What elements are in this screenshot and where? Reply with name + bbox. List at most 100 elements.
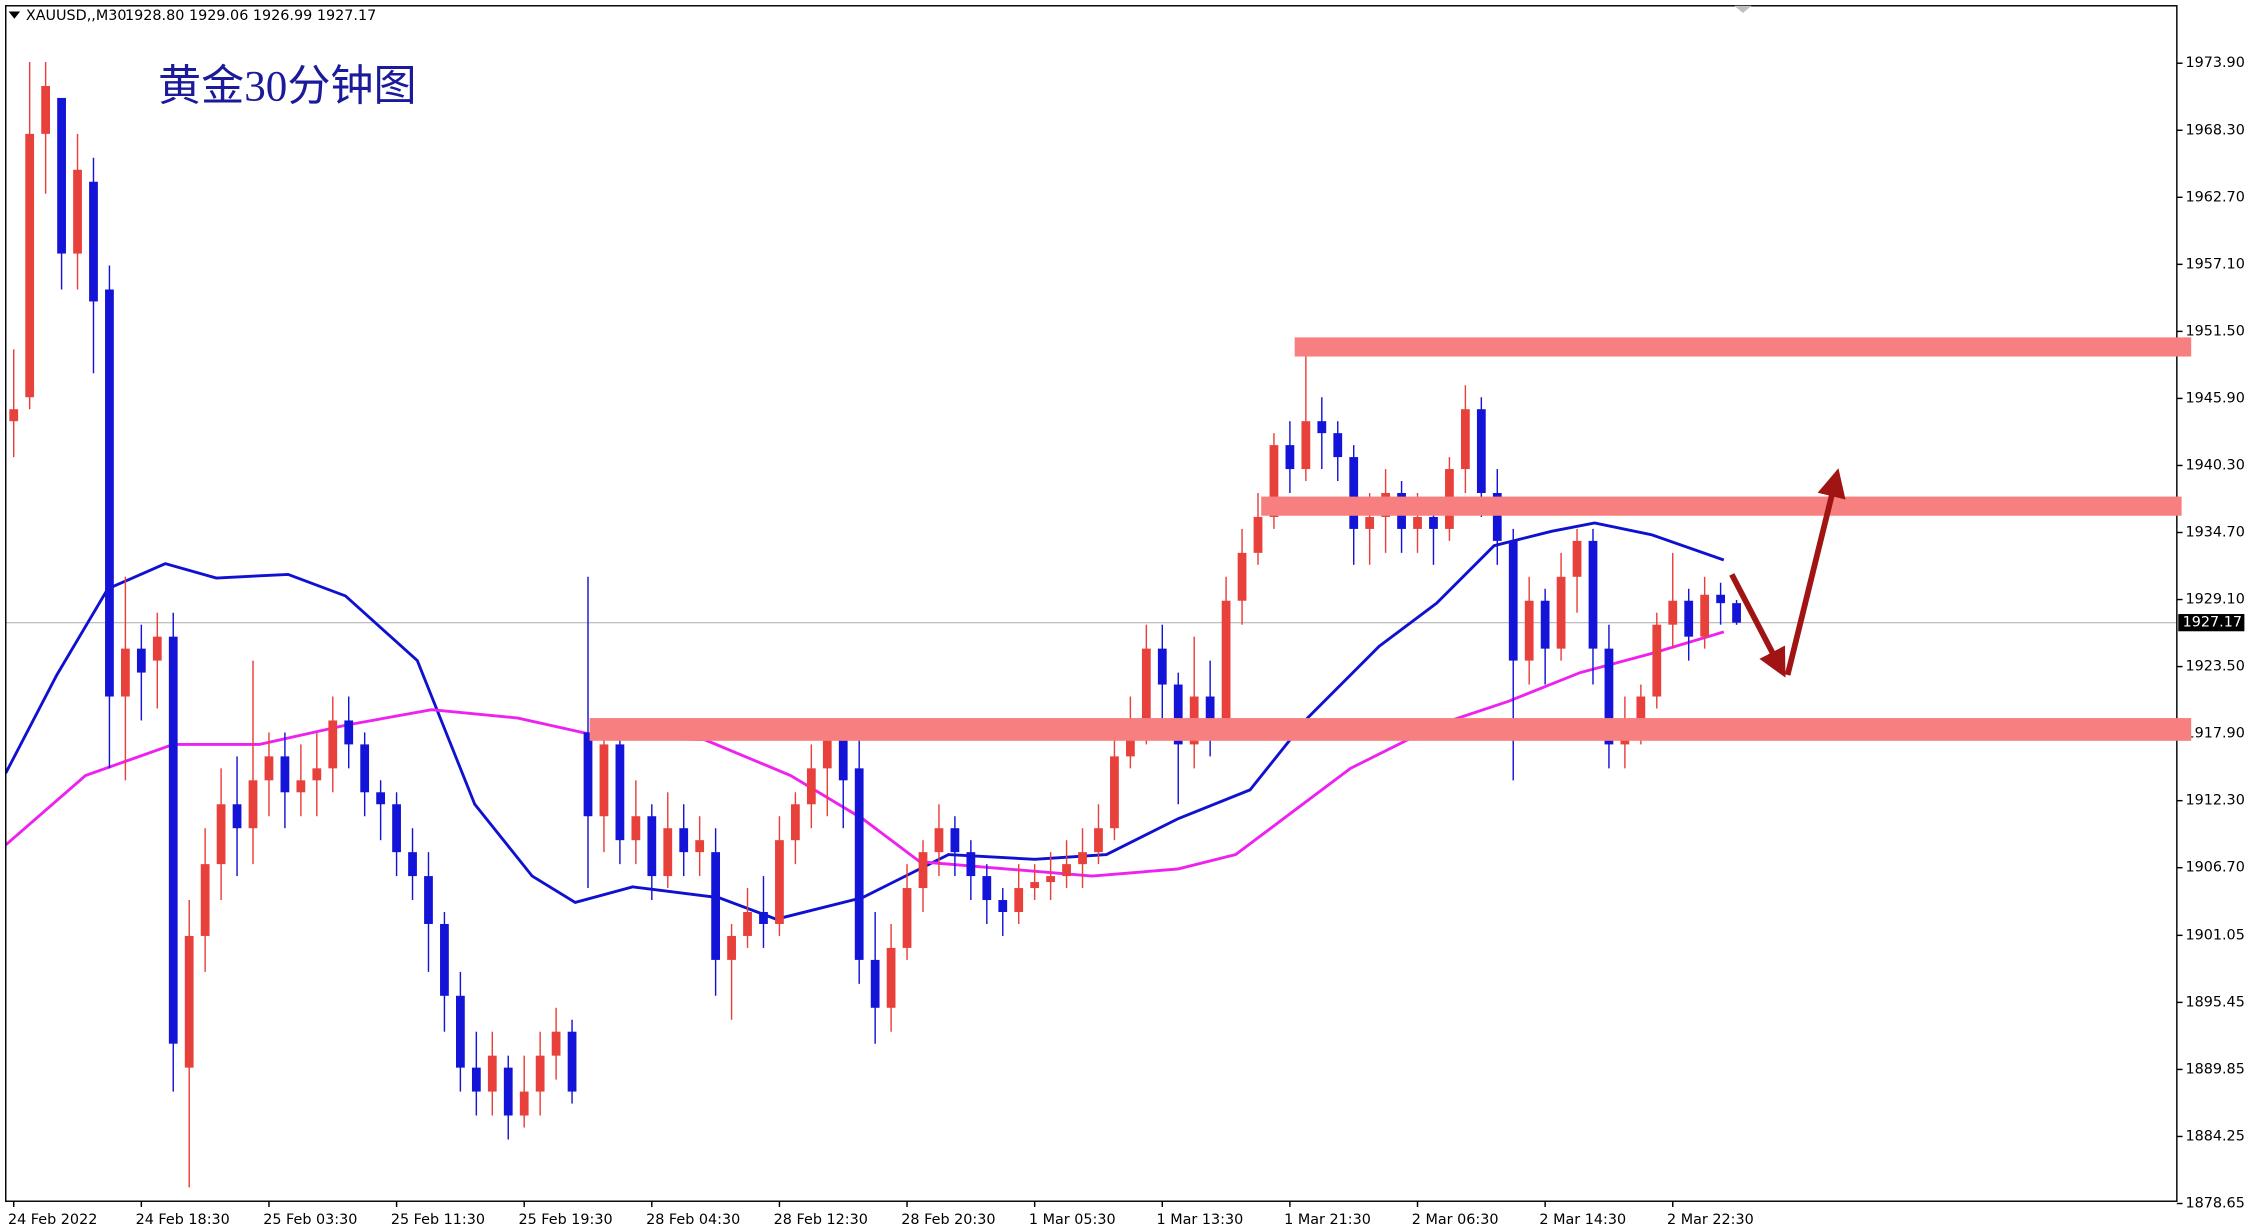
candle-body: [1110, 756, 1119, 829]
candle-body: [1524, 600, 1534, 661]
arrow: [1784, 468, 1846, 676]
candle-body: [1253, 516, 1263, 553]
candle-body: [1700, 594, 1710, 637]
y-tick-label: 1945.90: [2185, 390, 2244, 406]
candle-body: [41, 85, 51, 134]
menu-triangle[interactable]: [8, 11, 21, 19]
chart-title: 黄金30分钟图: [158, 62, 417, 110]
candle-body: [360, 744, 370, 793]
candle-body: [312, 768, 322, 781]
candle-body: [1604, 648, 1614, 745]
candle-body: [344, 720, 354, 745]
candle-body: [1173, 684, 1183, 745]
candle-body: [1684, 600, 1694, 637]
candle-body: [918, 852, 928, 889]
candle-body: [471, 1067, 481, 1092]
x-tick-label: 24 Feb 2022: [8, 1212, 97, 1228]
candle-body: [296, 780, 306, 793]
candle-body: [998, 900, 1008, 913]
x-tick-label: 25 Feb 11:30: [391, 1212, 485, 1228]
y-tick-label: 1912.30: [2185, 793, 2244, 809]
candle-body: [184, 935, 194, 1068]
candle-body: [1652, 624, 1662, 697]
candle-body: [1030, 882, 1040, 889]
candle-body: [583, 732, 593, 817]
candle-body: [519, 1091, 529, 1116]
candle-body: [152, 636, 162, 661]
candle-body: [9, 409, 19, 422]
candle-body: [216, 804, 226, 865]
candle-body: [838, 732, 848, 781]
candle-body: [1333, 433, 1343, 458]
candle-body: [1269, 445, 1279, 517]
y-tick-label: 1917.90: [2185, 726, 2244, 742]
x-tick-label: 1 Mar 05:30: [1029, 1212, 1116, 1228]
y-tick-label: 1884.25: [2185, 1128, 2244, 1144]
candle-body: [822, 732, 832, 769]
shift-marker[interactable]: [1734, 5, 1752, 13]
y-tick-label: 1889.85: [2185, 1061, 2244, 1077]
candle-body: [679, 828, 689, 853]
candle-body: [1046, 876, 1056, 883]
candle-body: [440, 923, 449, 996]
zone: [589, 718, 2192, 741]
y-tick-label: 1923.50: [2185, 659, 2244, 675]
candle-body: [1221, 600, 1231, 721]
candle-body: [136, 648, 146, 673]
candle-body: [1317, 421, 1327, 434]
quote: 1928.80 1929.06 1926.99 1927.17: [125, 8, 376, 24]
y-tick-label: 1940.30: [2185, 457, 2244, 473]
candle-body: [248, 780, 258, 829]
candle-body: [57, 97, 66, 254]
y-tick-label: 1951.50: [2185, 323, 2244, 339]
candle-body: [1716, 594, 1725, 604]
candle-body: [663, 828, 673, 877]
candle-body: [487, 1055, 497, 1092]
candle-body: [25, 133, 35, 398]
candle-body: [1014, 888, 1024, 913]
candle-body: [1572, 540, 1582, 577]
candle-body: [551, 1031, 561, 1056]
candle-body: [775, 840, 784, 924]
candle-body: [73, 169, 82, 254]
candle-body: [328, 720, 338, 769]
candle-body: [647, 816, 657, 877]
candle-body: [1668, 600, 1678, 625]
candle-body: [966, 852, 976, 877]
x-tick-label: 28 Feb 04:30: [646, 1212, 740, 1228]
candle-body: [1588, 540, 1598, 649]
candle-body: [759, 912, 768, 924]
y-tick-label: 1962.70: [2185, 189, 2244, 205]
candle-body: [1237, 552, 1247, 601]
candle-body: [1365, 516, 1375, 529]
candle-body: [1540, 600, 1550, 649]
arrow: [1729, 573, 1786, 678]
symbol: XAUUSD,,M30: [26, 8, 127, 24]
candle-body: [695, 840, 705, 853]
candle-body: [1285, 445, 1295, 470]
candle-body: [902, 888, 912, 948]
x-tick-label: 1 Mar 21:30: [1284, 1212, 1371, 1228]
candle-body: [1636, 696, 1646, 721]
candle-body: [1141, 648, 1151, 721]
x-tick-label: 25 Feb 03:30: [263, 1212, 357, 1228]
candle-body: [631, 816, 641, 841]
candle-body: [232, 804, 242, 829]
candle-body: [1556, 576, 1566, 649]
x-tick-label: 28 Feb 20:30: [901, 1212, 995, 1228]
candle-body: [1301, 421, 1311, 470]
candle-body: [264, 756, 274, 781]
candle-body: [1157, 648, 1167, 685]
candle-body: [1508, 540, 1518, 661]
x-tick-label: 2 Mar 14:30: [1539, 1212, 1626, 1228]
candle-body: [1732, 603, 1741, 623]
candle-body: [200, 864, 210, 936]
candle-body: [1413, 516, 1422, 529]
plot-area: [5, 62, 2177, 1188]
x-tick-label: 2 Mar 22:30: [1667, 1212, 1754, 1228]
y-tick-label: 1934.70: [2185, 525, 2244, 541]
y-tick-label: 1878.65: [2185, 1196, 2244, 1212]
candle-body: [1476, 409, 1486, 494]
candle-body: [1205, 696, 1215, 721]
